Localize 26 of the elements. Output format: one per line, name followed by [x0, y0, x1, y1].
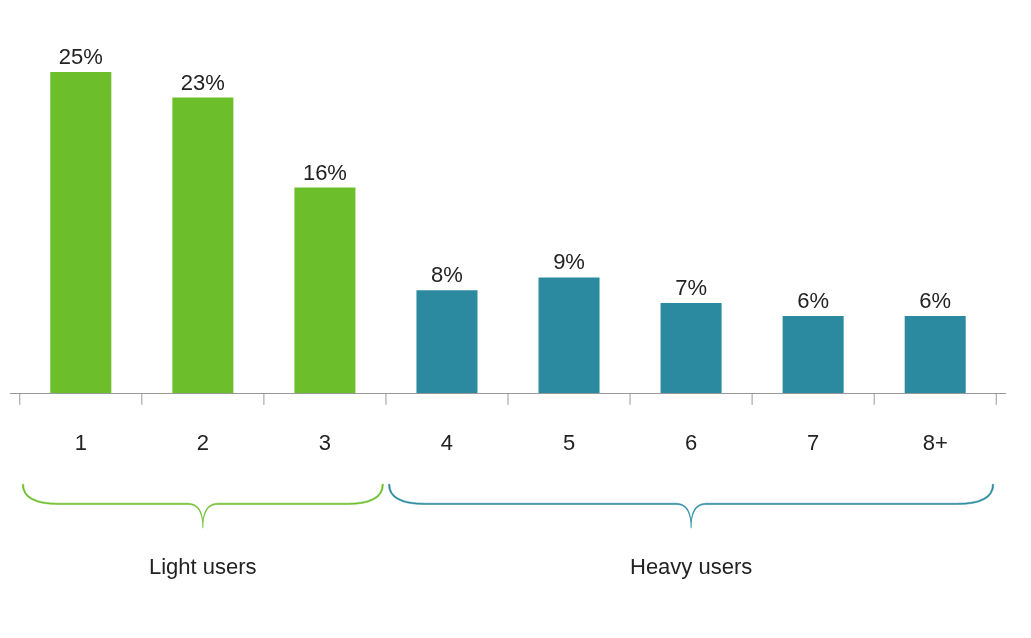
x-tick-label: 4 [440, 430, 454, 456]
x-tick-label: 1 [74, 430, 87, 456]
x-tick-label: 2 [196, 430, 209, 456]
x-tick-label: 3 [318, 430, 332, 456]
data-label: 8% [431, 262, 463, 288]
data-label: 16% [302, 159, 347, 185]
data-label: 7% [675, 275, 707, 301]
x-tick-label: 8+ [922, 430, 948, 456]
data-label: 25% [58, 43, 103, 69]
data-label: 6% [919, 287, 952, 313]
bar [660, 303, 722, 393]
bar [172, 97, 234, 393]
bar [538, 277, 600, 393]
x-tick-label: 7 [807, 430, 820, 456]
data-label: 23% [180, 69, 225, 95]
text: Light users [149, 554, 257, 579]
x-tick-label: 6 [684, 430, 698, 456]
bar [416, 290, 478, 393]
x-tick-label: 5 [562, 430, 576, 456]
bar [904, 315, 966, 393]
text: Heavy users [630, 554, 753, 579]
bar [294, 187, 356, 393]
bar [50, 71, 112, 393]
data-label: 6% [797, 287, 830, 313]
bar [782, 315, 844, 393]
data-label: 9% [553, 249, 585, 275]
